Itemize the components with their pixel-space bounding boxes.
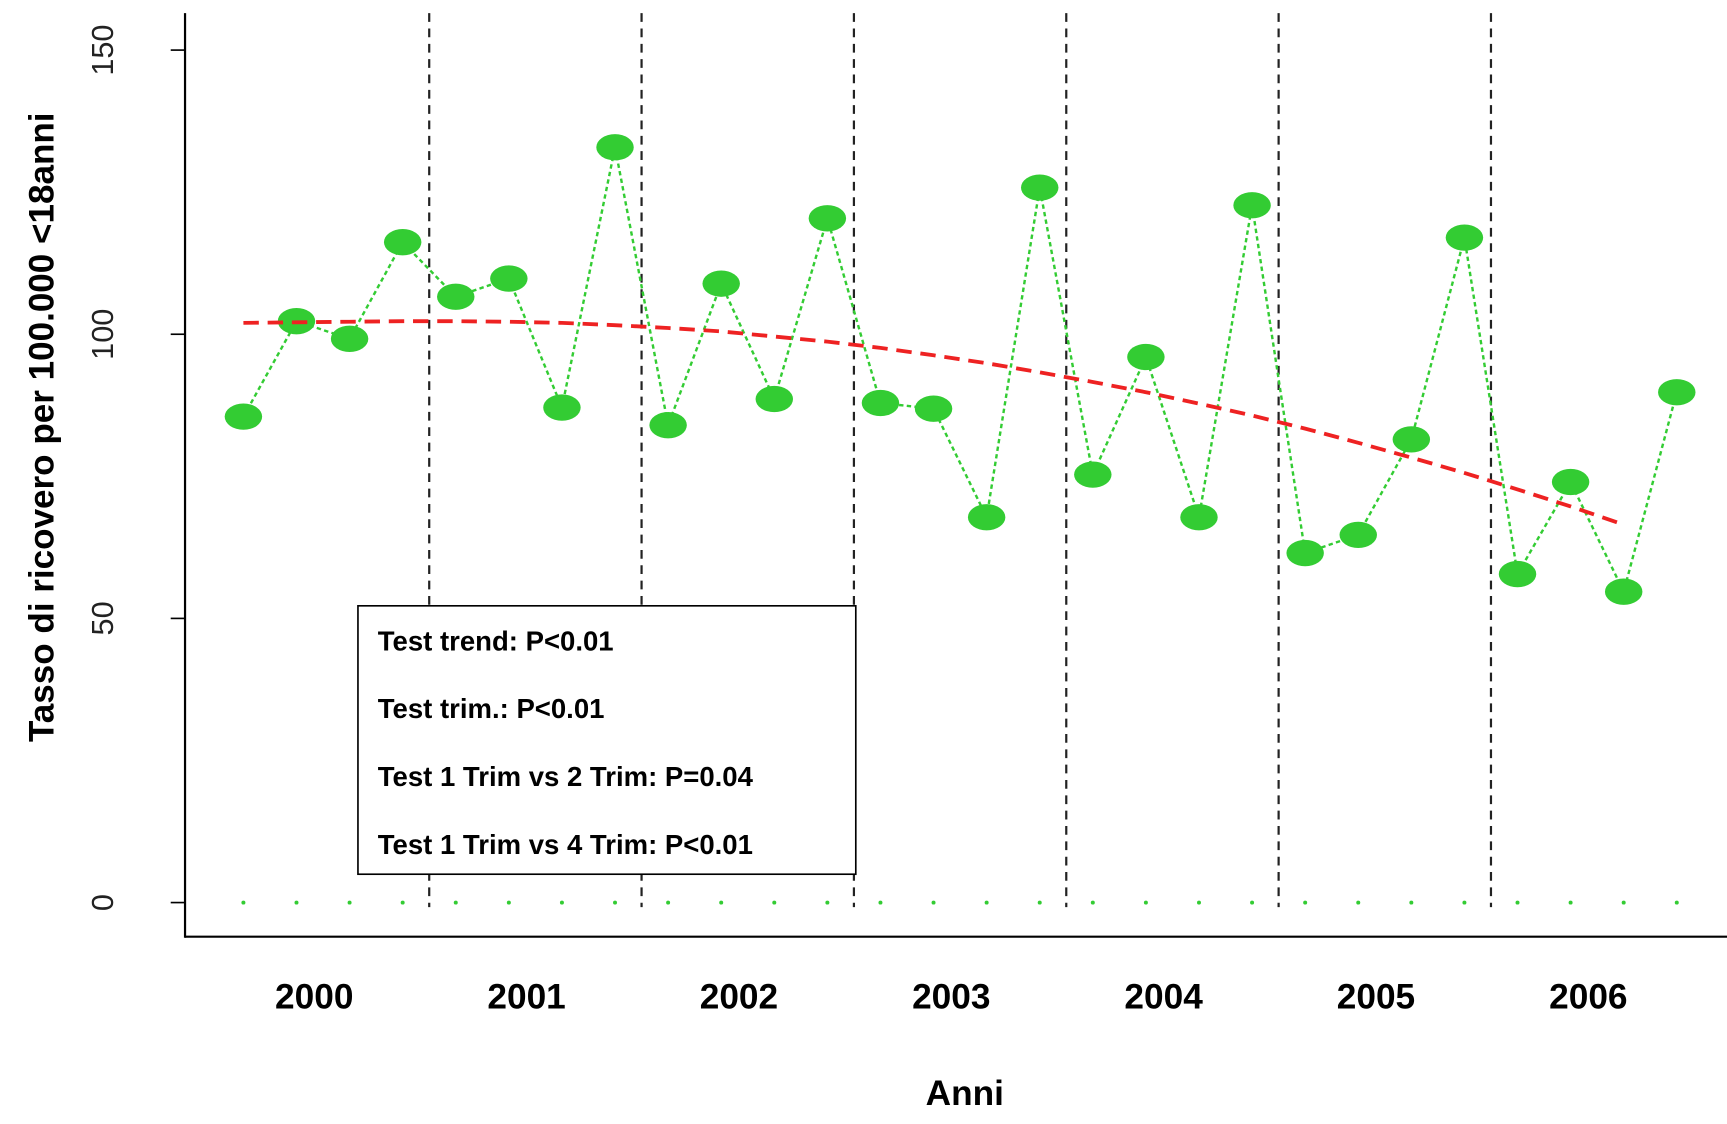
zero-dot xyxy=(666,900,671,905)
data-point xyxy=(490,265,528,292)
x-axis-label: Anni xyxy=(926,1074,1004,1113)
data-point xyxy=(1498,560,1537,588)
zero-dot xyxy=(294,900,299,905)
data-point xyxy=(1604,578,1643,605)
zero-dot xyxy=(453,900,458,905)
zero-dot xyxy=(984,900,989,905)
data-point xyxy=(1074,461,1112,488)
trend-line xyxy=(243,319,1625,527)
x-tick-label: 2001 xyxy=(487,977,565,1016)
data-line xyxy=(242,147,1678,596)
zero-dot xyxy=(241,900,246,905)
data-point xyxy=(702,270,740,297)
x-tick-label: 2002 xyxy=(700,977,778,1016)
data-point xyxy=(861,389,900,417)
data-point xyxy=(596,134,634,161)
zero-dot xyxy=(825,900,830,905)
y-tick-label: 150 xyxy=(85,24,120,75)
data-point xyxy=(808,205,847,232)
zero-dot xyxy=(878,900,883,905)
y-tick-label: 50 xyxy=(85,601,120,635)
zero-dot xyxy=(1197,900,1201,905)
data-point xyxy=(224,403,263,430)
data-point xyxy=(1180,504,1218,531)
annotation: Test 1 Trim vs 4 Trim: P<0.01 xyxy=(378,829,753,860)
annotation: Test trend: P<0.01 xyxy=(378,625,614,656)
data-point xyxy=(1233,192,1271,219)
zero-dot xyxy=(559,900,564,905)
data-point xyxy=(967,504,1006,531)
data-point xyxy=(437,283,475,310)
x-tick-label: 2004 xyxy=(1124,977,1203,1016)
data-point xyxy=(1551,468,1590,496)
zero-dot xyxy=(1462,900,1467,905)
zero-dot xyxy=(1356,900,1361,905)
data-point xyxy=(1286,539,1324,567)
zero-dot xyxy=(1674,900,1679,905)
data-point xyxy=(1021,174,1059,201)
data-point xyxy=(914,395,953,422)
zero-dot xyxy=(1037,900,1042,905)
data-point xyxy=(543,394,581,421)
zero-dot xyxy=(1250,900,1255,905)
data-point xyxy=(649,412,687,439)
zero-dot xyxy=(772,900,777,905)
zero-dot xyxy=(400,900,405,905)
x-tick-label: 2005 xyxy=(1337,977,1415,1016)
data-point xyxy=(755,385,794,413)
x-tick-label: 2006 xyxy=(1549,977,1627,1016)
zero-dot xyxy=(1515,900,1520,905)
data-point xyxy=(1392,426,1431,453)
zero-dot xyxy=(613,900,618,905)
y-axis-label: Tasso di ricovero per 100.000 <18anni xyxy=(22,112,61,742)
zero-dot xyxy=(1409,900,1414,905)
annotation-box xyxy=(357,604,857,876)
zero-dot xyxy=(1303,900,1308,905)
zero-dot xyxy=(719,900,724,905)
zero-dot xyxy=(931,900,936,905)
zero-dot xyxy=(347,900,352,905)
zero-dot xyxy=(1568,900,1573,905)
zero-dot xyxy=(1621,900,1626,905)
annotation: Test 1 Trim vs 2 Trim: P=0.04 xyxy=(378,761,754,792)
data-point xyxy=(1127,343,1165,371)
x-tick-label: 2003 xyxy=(912,977,990,1016)
y-tick-label: 100 xyxy=(85,309,120,360)
data-point xyxy=(383,229,422,256)
data-point xyxy=(330,325,369,352)
x-tick-label: 2000 xyxy=(275,977,353,1016)
y-tick-label: 0 xyxy=(85,894,120,911)
data-point xyxy=(1445,224,1484,251)
zero-dot xyxy=(1090,900,1095,905)
annotation: Test trim.: P<0.01 xyxy=(378,693,605,724)
data-point xyxy=(1339,521,1377,549)
zero-dot xyxy=(1143,900,1148,905)
data-point xyxy=(1658,379,1696,406)
zero-dot xyxy=(506,900,511,905)
